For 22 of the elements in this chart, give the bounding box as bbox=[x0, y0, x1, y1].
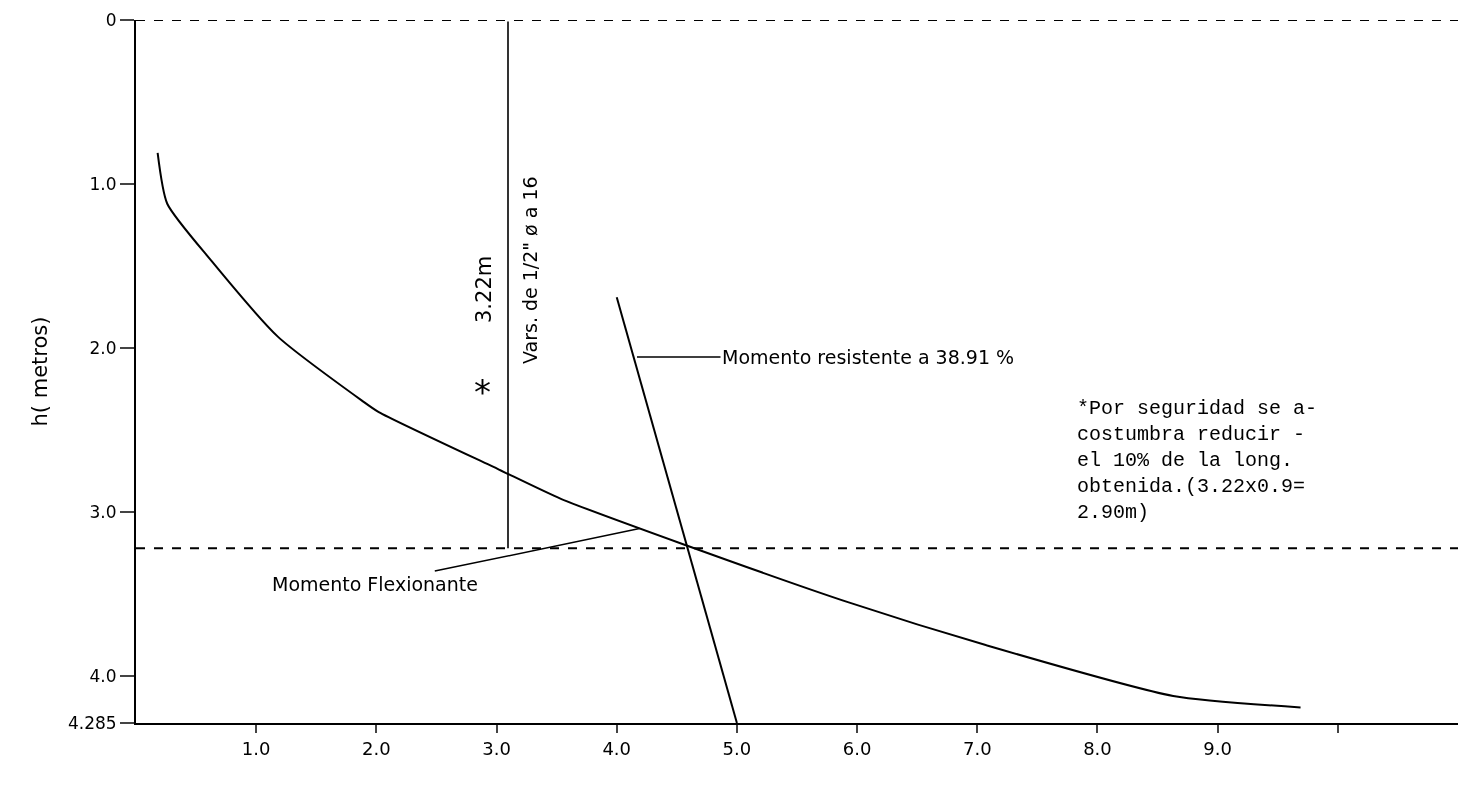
x-tick-label: 6.0 bbox=[842, 737, 872, 759]
x-tick-label: 2.0 bbox=[362, 737, 391, 759]
x-tick-label: 1.0 bbox=[241, 737, 271, 759]
x-tick-label: 3.0 bbox=[482, 737, 511, 759]
x-tick-label: 5.0 bbox=[722, 737, 752, 759]
annotation: Momento resistente a 38.91 % bbox=[722, 346, 1015, 368]
y-tick-label: 4.0 bbox=[89, 666, 117, 687]
x-tick-label: 7.0 bbox=[962, 737, 992, 759]
annotation: 3.22m bbox=[472, 255, 496, 323]
y-tick-label: 4.285 bbox=[67, 712, 117, 733]
x-tick-label: 4.0 bbox=[602, 737, 632, 759]
annotation: * bbox=[474, 372, 491, 412]
x-tick-label: 8.0 bbox=[1083, 737, 1112, 759]
y-tick-label: 1.0 bbox=[89, 174, 117, 195]
annotation: Vars. de 1/2" ø a 16 bbox=[519, 176, 541, 364]
y-tick-label: 2.0 bbox=[89, 338, 117, 359]
y-tick-label: 3.0 bbox=[89, 502, 117, 523]
x-tick-label: 9.0 bbox=[1203, 737, 1232, 759]
y-tick-label: 0 bbox=[105, 9, 117, 30]
annotation: Momento Flexionante bbox=[272, 573, 478, 595]
annotation: *Por seguridad se a- costumbra reducir - el 10% de la long. obtenida.(3.22x0.9= 2.90m) bbox=[1077, 397, 1318, 524]
y-axis-title: h( metros) bbox=[27, 316, 52, 427]
